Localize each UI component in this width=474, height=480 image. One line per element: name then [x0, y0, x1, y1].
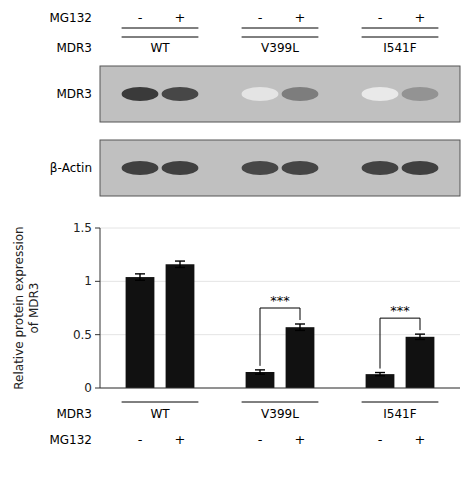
blot-mg132-label: MG132	[49, 11, 92, 25]
grid-line	[100, 388, 460, 389]
blot-band	[362, 161, 399, 175]
blot-band	[282, 161, 319, 175]
y-tick	[95, 281, 100, 282]
y-tick-label: 0.5	[73, 328, 92, 342]
blot-mg132-underline	[242, 28, 319, 29]
blot-box	[100, 140, 460, 196]
blot-band	[362, 87, 399, 101]
bar-group-name: V399L	[261, 407, 299, 421]
blot-group-label: MDR3	[56, 41, 92, 55]
grid-line	[100, 228, 460, 229]
blot-mg132-sign: -	[138, 10, 143, 25]
blot-mg132-sign: +	[295, 10, 306, 25]
error-bar-stem	[139, 274, 140, 280]
bar-mg132-sign: -	[258, 432, 263, 447]
bar-panel: 0 0.5 1 1.5 Relative protein expressionof MD…	[12, 221, 461, 447]
blot-mg132-sign: +	[415, 10, 426, 25]
error-bar	[175, 261, 185, 267]
error-bar	[295, 324, 305, 330]
blot-row-label: MDR3	[56, 87, 92, 101]
error-bar-cap	[255, 373, 265, 374]
bars	[126, 261, 435, 388]
error-bar-cap	[295, 330, 305, 331]
blot-group-underline	[122, 37, 199, 38]
blot-mg132-underline	[122, 28, 199, 29]
error-bar-stem	[419, 334, 420, 339]
y-axis-label: Relative protein expressionof MDR3	[12, 226, 41, 389]
y-tick-label: 0	[84, 381, 92, 395]
bar-mg132-sign: +	[175, 432, 186, 447]
significance-label: ***	[390, 303, 410, 318]
y-tick	[95, 228, 100, 229]
error-bar	[375, 373, 385, 376]
significance-bracket	[380, 318, 420, 368]
error-bar-cap	[135, 273, 145, 274]
y-axis-label-line: of MDR3	[27, 283, 41, 334]
bar-group-label: MDR3	[56, 407, 92, 421]
error-bar-cap	[175, 267, 185, 268]
error-bar-cap	[255, 369, 265, 370]
significance-label: ***	[270, 293, 290, 308]
bar-mg132-sign: +	[415, 432, 426, 447]
significance-bracket	[260, 308, 300, 366]
bar-group-underline	[122, 402, 199, 403]
blot-band	[162, 161, 199, 175]
bar	[366, 374, 395, 388]
blot-band	[122, 87, 159, 101]
error-bar-cap	[175, 260, 185, 261]
error-bar-cap	[135, 280, 145, 281]
bar-mg132-label: MG132	[49, 433, 92, 447]
error-bar-cap	[415, 333, 425, 334]
x-axis-line	[100, 388, 460, 389]
bar	[126, 277, 155, 388]
blot-group-name: WT	[150, 41, 170, 55]
bar-mg132-sign: -	[138, 432, 143, 447]
blot-mg132-sign: +	[175, 10, 186, 25]
y-axis-line	[100, 228, 101, 388]
bar	[166, 264, 195, 388]
bar	[246, 372, 275, 388]
bar-group-underline	[362, 402, 439, 403]
blot-group-underline	[362, 37, 439, 38]
blot-box	[100, 66, 460, 122]
blot-group-name: V399L	[261, 41, 299, 55]
error-bar-stem	[179, 261, 180, 267]
error-bar	[255, 370, 265, 374]
blot-band	[162, 87, 199, 101]
error-bar-cap	[415, 339, 425, 340]
error-bar-cap	[295, 323, 305, 324]
error-bar	[415, 334, 425, 339]
y-tick	[95, 388, 100, 389]
blot-mg132-sign: -	[378, 10, 383, 25]
bar-group-name: WT	[150, 407, 170, 421]
bar	[286, 327, 315, 388]
blot-band	[242, 161, 279, 175]
blot-panel: MG132 - + - + - + MDR3 WT V399L I541F MDR3 β-Actin	[49, 10, 460, 196]
y-tick-label: 1.5	[73, 221, 92, 235]
y-tick-label: 1	[84, 274, 92, 288]
bar-group-underline	[242, 402, 319, 403]
y-axis-label-line: Relative protein expression	[12, 226, 26, 389]
chart-root: MG132-+-+-+MDR3WTV399LI541FMDR3β-Actin00…	[0, 0, 474, 480]
error-bar-cap	[375, 372, 385, 373]
blot-band	[402, 161, 439, 175]
blot-band	[282, 87, 319, 101]
blot-band	[122, 161, 159, 175]
blot-group-underline	[242, 37, 319, 38]
blot-band	[242, 87, 279, 101]
blot-group-name: I541F	[383, 41, 416, 55]
error-bar-cap	[375, 375, 385, 376]
y-tick	[95, 334, 100, 335]
bar-group-name: I541F	[383, 407, 416, 421]
bar-mg132-sign: -	[378, 432, 383, 447]
blot-band	[402, 87, 439, 101]
error-bar	[135, 274, 145, 280]
bar	[406, 337, 435, 388]
blot-mg132-underline	[362, 28, 439, 29]
bar-mg132-sign: +	[295, 432, 306, 447]
blot-row-label: β-Actin	[50, 161, 92, 175]
error-bar-stem	[299, 324, 300, 330]
blot-mg132-sign: -	[258, 10, 263, 25]
